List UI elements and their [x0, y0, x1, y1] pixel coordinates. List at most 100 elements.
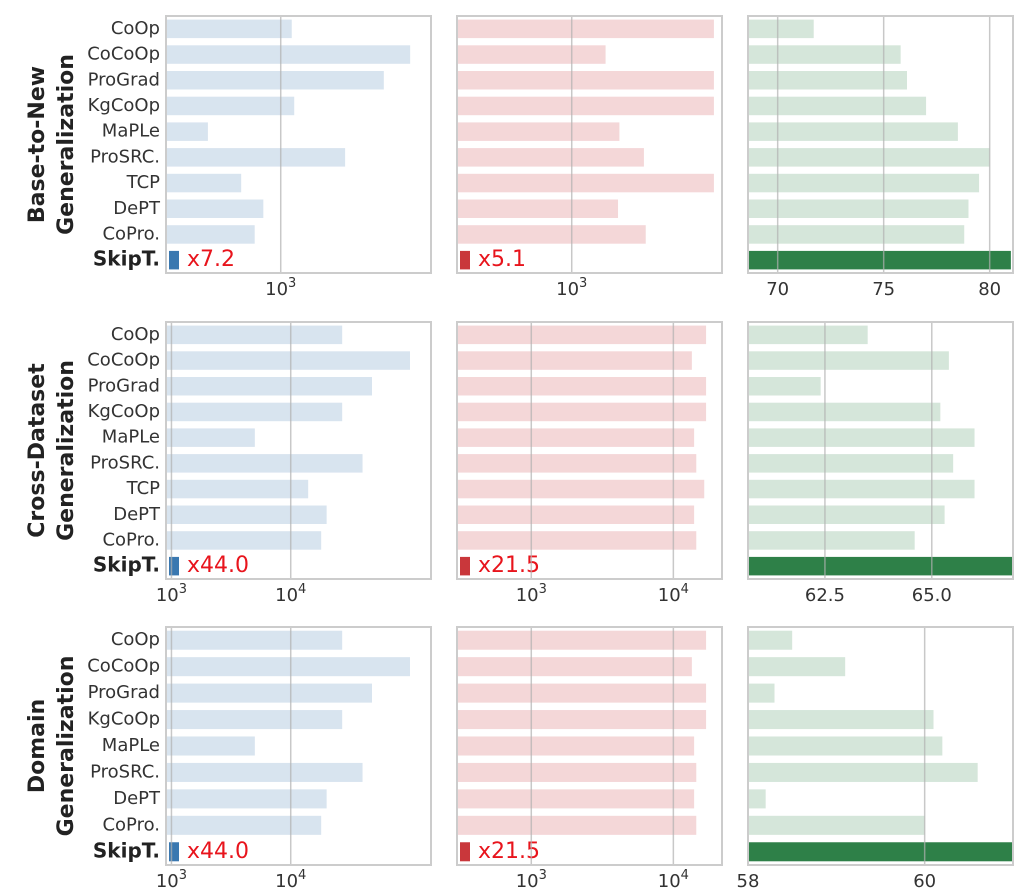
panel-frame	[747, 321, 1014, 580]
bar	[166, 710, 343, 730]
category-label: DePT	[113, 504, 161, 525]
x-tick-label: 104	[275, 868, 306, 890]
bar	[166, 351, 410, 370]
x-tick-label: 103	[556, 276, 587, 300]
bar	[457, 657, 692, 677]
panel-frame	[165, 321, 432, 580]
bar	[748, 556, 1013, 576]
bar	[748, 479, 975, 499]
bar	[748, 376, 821, 396]
x-tick-label: 60	[913, 871, 936, 890]
bar	[457, 531, 697, 550]
bar	[166, 762, 363, 782]
category-label: CoCoOp	[87, 656, 160, 677]
bar	[748, 173, 980, 193]
category-label: SkipT.	[93, 247, 160, 271]
category-label: MaPLe	[102, 427, 160, 448]
bar	[457, 736, 695, 756]
category-label: ProSRC.	[90, 146, 160, 167]
category-label: CoCoOp	[87, 350, 160, 371]
bar	[748, 815, 925, 835]
bar	[457, 173, 714, 193]
panel-frame	[456, 15, 723, 274]
speedup-annotation: x44.0	[187, 553, 249, 578]
category-label: MaPLe	[102, 735, 160, 756]
x-tick-label: 58	[737, 871, 760, 890]
bar	[457, 19, 714, 39]
bar	[748, 199, 969, 219]
category-label: KgCoOp	[88, 95, 160, 116]
panel: 58 60	[737, 626, 1014, 890]
category-label: TCP	[126, 478, 161, 499]
row-label: Cross-Dataset	[25, 363, 50, 538]
bar	[748, 148, 990, 167]
bar	[166, 122, 208, 141]
x-tick-label: 103	[265, 276, 296, 300]
category-label: CoOp	[111, 324, 160, 345]
bar	[748, 96, 927, 116]
bar	[748, 657, 846, 677]
category-label: ProGrad	[88, 375, 160, 396]
bar	[457, 199, 619, 219]
highlight-marker	[460, 842, 470, 862]
bar	[166, 199, 264, 219]
bar	[166, 736, 255, 756]
bar	[166, 789, 327, 809]
bar	[166, 531, 322, 550]
highlight-marker	[169, 250, 179, 270]
bar	[748, 531, 915, 550]
bar	[457, 225, 646, 244]
x-tick-label: 103	[156, 582, 187, 606]
speedup-annotation: x21.5	[478, 839, 540, 864]
category-label: CoPro.	[102, 223, 160, 244]
bar	[748, 122, 958, 141]
category-label: CoOp	[111, 629, 160, 650]
bar	[748, 842, 1013, 862]
panel: x5.1 103	[456, 15, 723, 300]
panel-frame	[456, 626, 723, 866]
bar	[457, 454, 697, 473]
bar	[748, 250, 1011, 270]
bar	[457, 630, 707, 650]
category-label: KgCoOp	[88, 709, 160, 730]
bar	[457, 683, 707, 703]
panel-frame	[747, 15, 1014, 274]
bar	[748, 428, 975, 447]
bar	[166, 479, 309, 499]
category-label: ProSRC.	[90, 761, 160, 782]
bar	[166, 454, 363, 473]
bar	[457, 45, 606, 64]
row-label: Domain	[25, 699, 50, 793]
bar	[457, 376, 707, 396]
speedup-annotation: x44.0	[187, 839, 249, 864]
x-tick-label: 104	[658, 868, 689, 890]
panel-frame	[456, 321, 723, 580]
bar	[748, 325, 868, 345]
bar	[748, 710, 934, 730]
bar	[748, 454, 954, 473]
panel: x7.2 103	[165, 15, 432, 300]
bar	[166, 815, 322, 835]
bar	[166, 376, 372, 396]
bar	[457, 70, 714, 90]
bar	[457, 325, 707, 345]
bar	[457, 402, 707, 422]
speedup-annotation: x21.5	[478, 553, 540, 578]
bar	[748, 19, 814, 39]
bar	[748, 789, 766, 809]
bar	[166, 96, 295, 116]
bar	[166, 70, 384, 90]
bar	[457, 505, 695, 525]
row-label: Generalization	[54, 54, 79, 235]
bar	[748, 45, 901, 64]
bar	[457, 789, 695, 809]
bar	[457, 351, 692, 370]
row-label: Generalization	[54, 360, 79, 541]
panel-frame	[165, 15, 432, 274]
bar	[166, 428, 255, 447]
category-label: CoPro.	[102, 529, 160, 550]
category-label: TCP	[126, 172, 161, 193]
bar	[457, 428, 695, 447]
x-tick-label: 104	[658, 582, 689, 606]
